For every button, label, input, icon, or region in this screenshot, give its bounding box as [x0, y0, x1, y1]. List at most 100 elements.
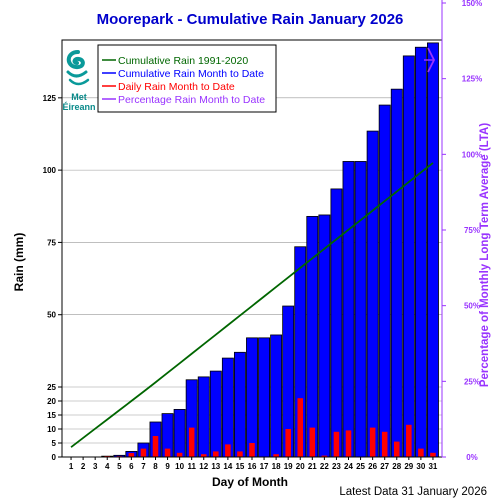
cumulative-bars [101, 42, 439, 458]
x-tick-label: 14 [223, 462, 232, 471]
x-axis-label: Day of Month [212, 475, 288, 489]
x-tick-label: 18 [272, 462, 281, 471]
cumulative-bar [233, 351, 246, 458]
daily-bar [418, 448, 424, 457]
x-tick-label: 24 [344, 462, 353, 471]
x-tick-label: 9 [165, 462, 170, 471]
lta-line [70, 162, 434, 448]
y-tick-label: 75 [47, 238, 56, 247]
legend-item-percentage: Percentage Rain Month to Date [118, 94, 265, 106]
legend: Cumulative Rain 1991-2020 Cumulative Rai… [97, 44, 277, 113]
y-tick-label: 20 [47, 397, 56, 406]
x-tick-label: 23 [332, 462, 341, 471]
x-tick-label: 3 [93, 462, 98, 471]
y-tick-label: 125 [43, 94, 57, 103]
x-tick-label: 29 [404, 462, 413, 471]
cumulative-bar [330, 188, 343, 458]
daily-bar [381, 431, 388, 457]
x-tick-label: 26 [368, 462, 377, 471]
cumulative-bar [270, 334, 283, 458]
y-tick-label: 0 [52, 453, 57, 462]
daily-bar [297, 398, 304, 457]
x-tick-label: 30 [416, 462, 425, 471]
cumulative-bar [414, 46, 427, 458]
y2-tick-label: 100% [462, 150, 482, 159]
daily-bar [249, 443, 255, 457]
daily-bar [333, 431, 340, 457]
x-tick-label: 5 [117, 462, 122, 471]
x-tick-label: 21 [308, 462, 317, 471]
legend-item-cumulative: Cumulative Rain Month to Date [118, 68, 264, 80]
x-tick-label: 15 [235, 462, 244, 471]
x-tick-label: 19 [284, 462, 293, 471]
y-tick-label: 50 [47, 311, 56, 320]
y-axis-label: Rain (mm) [12, 233, 26, 292]
cumulative-bar [197, 376, 210, 458]
percentage-arrow-icon [427, 47, 436, 73]
legend-item-daily: Daily Rain Month to Date [118, 81, 235, 93]
daily-bar [225, 444, 231, 457]
daily-bar [140, 448, 147, 457]
cumulative-bar [366, 130, 379, 458]
y2-axis-label: Percentage of Monthly Long Term Average … [479, 123, 491, 387]
cumulative-bar [258, 337, 271, 458]
y2-tick-label: 125% [462, 75, 482, 84]
daily-bar [188, 427, 195, 457]
daily-bar [369, 427, 376, 457]
daily-bar [273, 454, 279, 457]
cumulative-bar [427, 42, 439, 458]
y-tick-label: 100 [43, 166, 57, 175]
x-tick-label: 16 [248, 462, 257, 471]
x-tick-label: 13 [211, 462, 220, 471]
cumulative-bar [209, 370, 222, 458]
y-tick-label: 5 [52, 439, 57, 448]
y2-tick-label: 75% [464, 226, 480, 235]
percentage-marker [424, 47, 436, 73]
y2-tick-label: 0% [466, 453, 478, 462]
x-tick-label: 10 [175, 462, 184, 471]
daily-bar [285, 429, 291, 457]
logo-swirl-icon [66, 50, 85, 70]
met-eireann-logo: Met Éireann [62, 50, 96, 112]
cumulative-bar [354, 161, 367, 458]
x-tick-label: 25 [356, 462, 365, 471]
daily-bar [176, 452, 183, 457]
cumulative-bar [342, 161, 355, 458]
chart-title: Moorepark - Cumulative Rain January 2026 [97, 11, 404, 28]
y2-tick-label: 50% [464, 302, 480, 311]
cumulative-bar [221, 357, 234, 458]
daily-bar [237, 451, 243, 457]
logo-text-met: Met [71, 92, 87, 102]
legend-item-lta: Cumulative Rain 1991-2020 [118, 55, 248, 67]
logo-text-eireann: Éireann [62, 102, 95, 112]
daily-bars [104, 398, 436, 457]
x-tick-label: 31 [428, 462, 437, 471]
x-tick-label: 20 [296, 462, 305, 471]
y-tick-label: 10 [47, 425, 56, 434]
x-tick-label: 12 [199, 462, 208, 471]
daily-bar [321, 455, 328, 457]
daily-bar [406, 424, 412, 457]
daily-bar [430, 452, 436, 457]
x-tick-label: 8 [153, 462, 158, 471]
daily-bar [345, 430, 352, 457]
cumulative-bar [306, 215, 319, 458]
x-tick-label: 22 [320, 462, 329, 471]
daily-bar [393, 441, 400, 457]
x-tick-label: 4 [105, 462, 110, 471]
x-tick-label: 6 [129, 462, 134, 471]
cumulative-bar [402, 55, 415, 458]
y-tick-label: 15 [47, 411, 56, 420]
cumulative-bar [378, 104, 391, 458]
y2-tick-label: 150% [462, 0, 482, 8]
x-tick-label: 27 [380, 462, 389, 471]
x-axis-ticks: 1 2 3 4 5 6 7 8 9 10 11 12 13 14 15 16 17 18 19 20 21 22 23 24 2… [69, 457, 438, 471]
daily-bar [164, 448, 171, 457]
footer-latest-data: Latest Data 31 January 2026 [339, 486, 487, 498]
daily-bar [213, 451, 219, 457]
x-tick-label: 17 [260, 462, 269, 471]
y2-tick-label: 25% [464, 377, 480, 386]
daily-bar [309, 427, 316, 457]
x-tick-label: 11 [187, 462, 196, 471]
